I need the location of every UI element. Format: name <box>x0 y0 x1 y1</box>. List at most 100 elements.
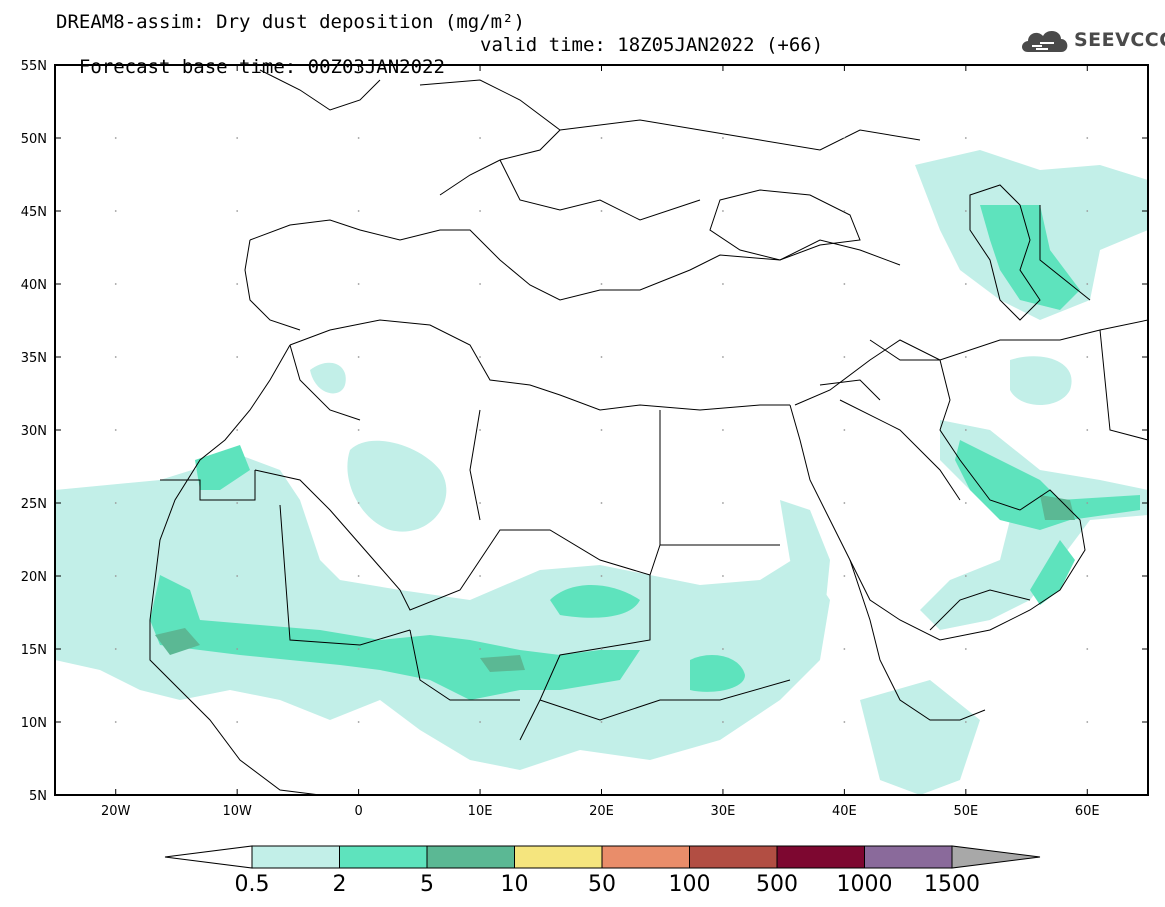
graticule-dot <box>600 575 603 577</box>
lon-tick-label: 50E <box>953 804 978 819</box>
graticule-dot <box>236 137 239 139</box>
lon-tick-label: 40E <box>832 804 857 819</box>
colorbar-segment <box>864 845 953 869</box>
graticule-dot <box>114 210 117 212</box>
graticule-dots <box>114 137 1089 723</box>
graticule-dot <box>114 283 117 285</box>
graticule-dot <box>479 429 481 431</box>
graticule-dot <box>236 721 239 723</box>
dust-region-morocco <box>310 362 346 394</box>
graticule-dot <box>843 648 846 650</box>
lon-tick-label: 60E <box>1075 804 1100 819</box>
graticule-dot <box>600 502 603 504</box>
dust-region-western-sahara <box>195 445 250 490</box>
colorbar-label: 100 <box>669 872 711 897</box>
graticule-dot <box>1086 648 1089 650</box>
graticule-dot <box>964 283 967 285</box>
valid-time: valid time: 18Z05JAN2022 (+66) <box>480 34 824 56</box>
colorbar-over-arrow <box>951 845 1041 869</box>
graticule-dot <box>236 429 239 431</box>
graticule-dot <box>964 721 967 723</box>
graticule-dot <box>722 502 724 504</box>
graticule-dot <box>722 575 724 577</box>
lon-tick-label: 20E <box>589 804 614 819</box>
colorbar-label: 5 <box>420 872 434 897</box>
cloud-icon <box>1022 30 1068 52</box>
graticule-dot <box>600 648 603 650</box>
colorbar-label: 1500 <box>924 872 980 897</box>
graticule-dot <box>114 356 117 358</box>
graticule-dot <box>722 429 724 431</box>
graticule-dot <box>600 429 603 431</box>
graticule-dot <box>114 137 117 139</box>
graticule-dot <box>843 356 846 358</box>
graticule-dot <box>964 356 967 358</box>
graticule-dot <box>722 283 724 285</box>
lat-tick-label: 25N <box>21 497 47 512</box>
graticule-dot <box>357 429 360 431</box>
colorbar-segment <box>601 845 690 869</box>
graticule-dot <box>964 429 967 431</box>
longitude-axis: 20W 10W 0 10E 20E 30E 40E 50E 60E <box>101 65 1100 819</box>
graticule-dot <box>843 575 846 577</box>
graticule-dot <box>114 648 117 650</box>
graticule-dot <box>357 575 360 577</box>
graticule-dot <box>1086 575 1089 577</box>
lat-tick-label: 50N <box>21 132 47 147</box>
graticule-dot <box>843 721 846 723</box>
graticule-dot <box>722 210 724 212</box>
dust-region-algeria <box>347 440 447 532</box>
graticule-dot <box>1086 210 1089 212</box>
graticule-dot <box>114 429 117 431</box>
colorbar-segment <box>514 845 603 869</box>
graticule-dot <box>1086 429 1089 431</box>
dust-region-caspian-core <box>980 205 1080 310</box>
graticule-dot <box>114 502 117 504</box>
graticule-dot <box>236 210 239 212</box>
graticule-dot <box>600 283 603 285</box>
lon-tick-label: 10W <box>222 804 252 819</box>
colorbar-segment <box>251 845 340 869</box>
colorbar-segment <box>339 845 428 869</box>
colorbar-label: 2 <box>333 872 347 897</box>
graticule-dot <box>357 356 360 358</box>
graticule-dot <box>600 210 603 212</box>
graticule-dot <box>964 502 967 504</box>
graticule-dot <box>722 137 724 139</box>
graticule-dot <box>722 648 724 650</box>
graticule-dot <box>600 137 603 139</box>
graticule-dot <box>964 575 967 577</box>
colorbar-under-arrow <box>164 845 253 869</box>
dust-region-oman <box>1030 540 1075 605</box>
graticule-dot <box>114 575 117 577</box>
graticule-dot <box>357 648 360 650</box>
graticule-dot <box>843 429 846 431</box>
graticule-dot <box>479 210 481 212</box>
logo-text: SEEVCCC <box>1074 29 1165 51</box>
graticule-dot <box>1086 283 1089 285</box>
graticule-dot <box>1086 356 1089 358</box>
lat-tick-label: 15N <box>21 643 47 658</box>
dust-region-sudan <box>690 655 745 692</box>
graticule-dot <box>964 648 967 650</box>
graticule-dot <box>722 721 724 723</box>
graticule-dot <box>964 210 967 212</box>
dust-region-chad <box>550 585 640 618</box>
lat-tick-label: 20N <box>21 570 47 585</box>
graticule-dot <box>600 721 603 723</box>
dust-field <box>55 150 1148 795</box>
lat-tick-label: 5N <box>29 789 47 804</box>
graticule-dot <box>357 283 360 285</box>
graticule-dot <box>1086 137 1089 139</box>
graticule-dot <box>479 502 481 504</box>
graticule-dot <box>357 210 360 212</box>
colorbar-label: 10 <box>501 872 529 897</box>
lat-tick-label: 10N <box>21 716 47 731</box>
dust-region-red-sea <box>780 500 830 610</box>
graticule-dot <box>114 721 117 723</box>
lon-tick-label: 0 <box>354 804 362 819</box>
latitude-axis: 55N 50N 45N 40N 35N 30N 25N 20N 15N 10N 5N <box>21 59 1148 804</box>
dust-region-niger <box>480 655 525 672</box>
lon-tick-label: 20W <box>101 804 131 819</box>
